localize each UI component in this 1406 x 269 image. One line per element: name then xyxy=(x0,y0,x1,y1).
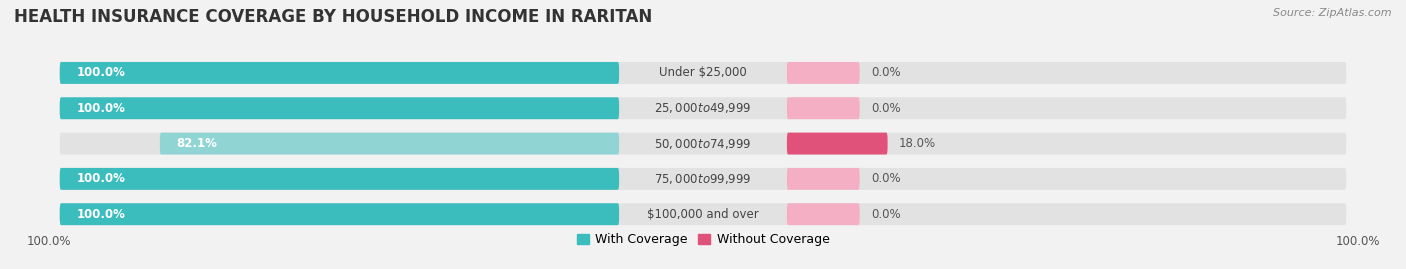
FancyBboxPatch shape xyxy=(787,168,859,190)
FancyBboxPatch shape xyxy=(59,203,619,225)
Text: 0.0%: 0.0% xyxy=(870,208,900,221)
Text: 100.0%: 100.0% xyxy=(76,102,125,115)
FancyBboxPatch shape xyxy=(59,62,1347,84)
Text: $50,000 to $74,999: $50,000 to $74,999 xyxy=(654,137,752,151)
Text: $75,000 to $99,999: $75,000 to $99,999 xyxy=(654,172,752,186)
Legend: With Coverage, Without Coverage: With Coverage, Without Coverage xyxy=(572,228,834,252)
Text: Source: ZipAtlas.com: Source: ZipAtlas.com xyxy=(1274,8,1392,18)
Text: 100.0%: 100.0% xyxy=(27,235,70,248)
FancyBboxPatch shape xyxy=(160,133,619,154)
Text: 100.0%: 100.0% xyxy=(76,208,125,221)
Text: $100,000 and over: $100,000 and over xyxy=(647,208,759,221)
FancyBboxPatch shape xyxy=(787,97,859,119)
FancyBboxPatch shape xyxy=(59,168,619,190)
FancyBboxPatch shape xyxy=(59,97,619,119)
Text: 100.0%: 100.0% xyxy=(76,66,125,79)
FancyBboxPatch shape xyxy=(59,97,1347,119)
Text: 100.0%: 100.0% xyxy=(76,172,125,185)
FancyBboxPatch shape xyxy=(787,62,859,84)
Text: Under $25,000: Under $25,000 xyxy=(659,66,747,79)
Text: 82.1%: 82.1% xyxy=(177,137,218,150)
FancyBboxPatch shape xyxy=(59,203,1347,225)
Text: 0.0%: 0.0% xyxy=(870,66,900,79)
Text: $25,000 to $49,999: $25,000 to $49,999 xyxy=(654,101,752,115)
Text: 18.0%: 18.0% xyxy=(898,137,936,150)
Text: 0.0%: 0.0% xyxy=(870,172,900,185)
FancyBboxPatch shape xyxy=(59,62,619,84)
FancyBboxPatch shape xyxy=(787,203,859,225)
Text: 0.0%: 0.0% xyxy=(870,102,900,115)
Text: 100.0%: 100.0% xyxy=(1336,235,1379,248)
FancyBboxPatch shape xyxy=(59,168,1347,190)
FancyBboxPatch shape xyxy=(59,133,1347,154)
Text: HEALTH INSURANCE COVERAGE BY HOUSEHOLD INCOME IN RARITAN: HEALTH INSURANCE COVERAGE BY HOUSEHOLD I… xyxy=(14,8,652,26)
FancyBboxPatch shape xyxy=(787,133,887,154)
